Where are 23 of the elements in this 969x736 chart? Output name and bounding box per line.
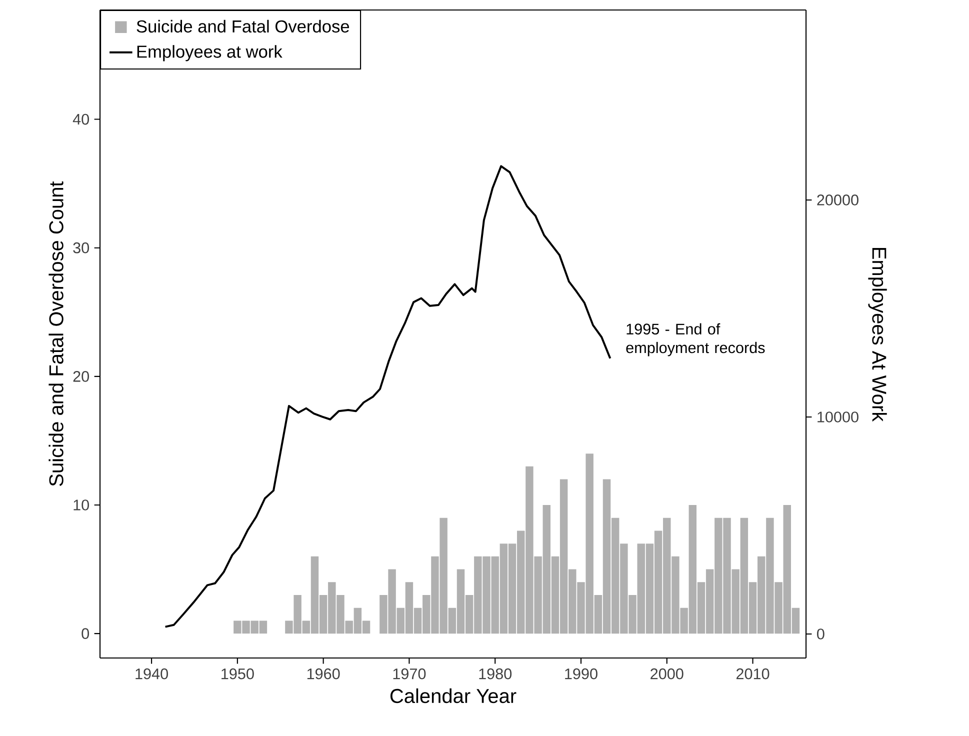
x-tick-label: 2010 (736, 668, 770, 680)
y-tick-label: 20 (73, 370, 89, 382)
x-tick-label: 1950 (222, 668, 254, 680)
x-tick-label: 1940 (136, 668, 168, 680)
legend-label: Suicide and Fatal Overdose (136, 20, 350, 33)
x-tick-label: 1990 (565, 668, 598, 680)
x-tick-label: 1980 (479, 668, 512, 680)
y-tick-label: 0 (82, 628, 90, 639)
x-tick-label: 2000 (650, 668, 684, 680)
y2-tick-label: 20000 (817, 194, 858, 206)
line-series (164, 165, 612, 628)
x-tick-label: 1970 (393, 668, 426, 680)
y-tick-label: 40 (72, 114, 89, 125)
y2-tick-label: 0 (817, 628, 824, 640)
legend-label: Employees at work (137, 45, 282, 62)
y-tick-label: 10 (74, 500, 89, 510)
y2-axis-title: Employees At Work (868, 248, 887, 422)
y2-tick-label: 10000 (818, 412, 858, 422)
y-tick-label: 30 (73, 242, 89, 254)
x-tick-label: 1960 (307, 668, 340, 680)
annotation: 1995 - End of employment records (626, 323, 765, 356)
y-axis-title: Suicide and Fatal Overdose Count (48, 181, 64, 486)
x-axis-title: Calendar Year (390, 688, 516, 704)
